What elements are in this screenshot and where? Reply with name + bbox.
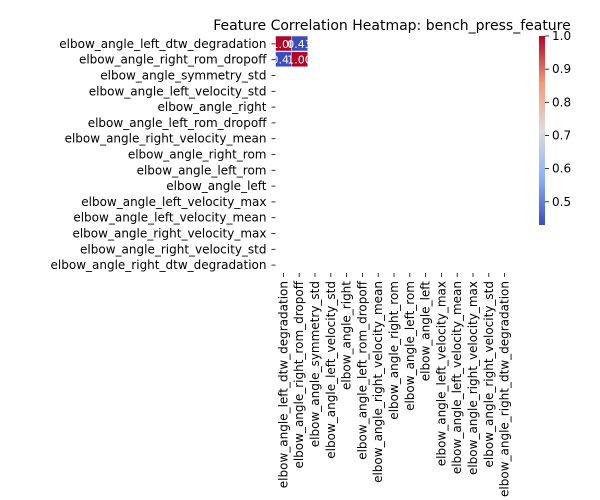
column-label: elbow_angle_left_rom [403,281,417,411]
column-label: elbow_angle_left_rom_dropoff [355,280,369,460]
row-label: elbow_angle_left_velocity_mean [73,211,266,225]
heatmap-cell [291,51,309,68]
colorbar-gradient [539,36,545,225]
row-label: elbow_angle_right_rom [128,148,267,162]
cell-annotation: 0.43 [287,38,312,51]
column-label: elbow_angle_left [419,281,433,382]
colorbar-tick-label: 0.6 [552,162,571,176]
column-label: elbow_angle_right_rom_dropoff [292,280,306,468]
row-label: elbow_angle_right_velocity_std [80,242,266,256]
colorbar-tick-label: 1.0 [552,29,571,43]
column-label: elbow_angle_left_velocity_mean [450,281,464,474]
row-label: elbow_angle_left_rom [137,163,267,177]
row-label: elbow_angle_left_velocity_std [89,84,267,98]
colorbar-tick-label: 0.9 [552,62,571,76]
column-label: elbow_angle_left_velocity_max [434,281,448,466]
column-label: elbow_angle_right_dtw_degradation [498,281,512,497]
row-label: elbow_angle_symmetry_std [100,69,266,83]
column-label: elbow_angle_right [340,281,354,390]
heatmap-cells: 1.000.430.431.00 [272,35,312,68]
column-label: elbow_angle_right_rom [387,281,401,420]
column-label: elbow_angle_right_velocity_std [482,281,496,467]
colorbar-tick-label: 0.8 [552,95,571,109]
row-label: elbow_angle_right_velocity_max [72,227,266,241]
row-label: elbow_angle_left_dtw_degradation [59,37,266,51]
row-label: elbow_angle_right_dtw_degradation [51,258,267,272]
column-label: elbow_angle_right_velocity_mean [371,281,385,483]
colorbar-tick-label: 0.5 [552,195,571,209]
row-labels: elbow_angle_left_dtw_degradation elbow_an… [51,37,268,272]
column-labels: elbow_angle_left_dtw_degradation elbow_an… [276,280,511,497]
row-label: elbow_angle_left_rom_dropoff [88,116,268,130]
row-label: elbow_angle_right_velocity_mean [65,132,267,146]
colorbar: 0.5 0.6 0.7 0.8 0.9 1.0 [539,29,571,225]
heatmap-cell [291,35,309,52]
heatmap-axes [271,43,506,277]
cell-annotation: 1.00 [287,54,312,67]
column-label: elbow_angle_left_velocity_std [324,281,338,459]
row-label: elbow_angle_left [166,179,267,193]
column-label: elbow_angle_left_dtw_degradation [276,281,290,488]
row-label: elbow_angle_left_velocity_max [81,195,266,209]
cell-annotation: 1.00 [272,38,297,51]
row-label: elbow_angle_right [158,100,267,114]
column-label: elbow_angle_right_velocity_max [466,281,480,475]
colorbar-tick-label: 0.7 [552,128,571,142]
chart-title: Feature Correlation Heatmap: bench_press… [213,18,571,34]
column-label: elbow_angle_symmetry_std [308,281,322,447]
cell-annotation: 0.43 [272,54,297,67]
row-label: elbow_angle_right_rom_dropoff [79,53,267,67]
